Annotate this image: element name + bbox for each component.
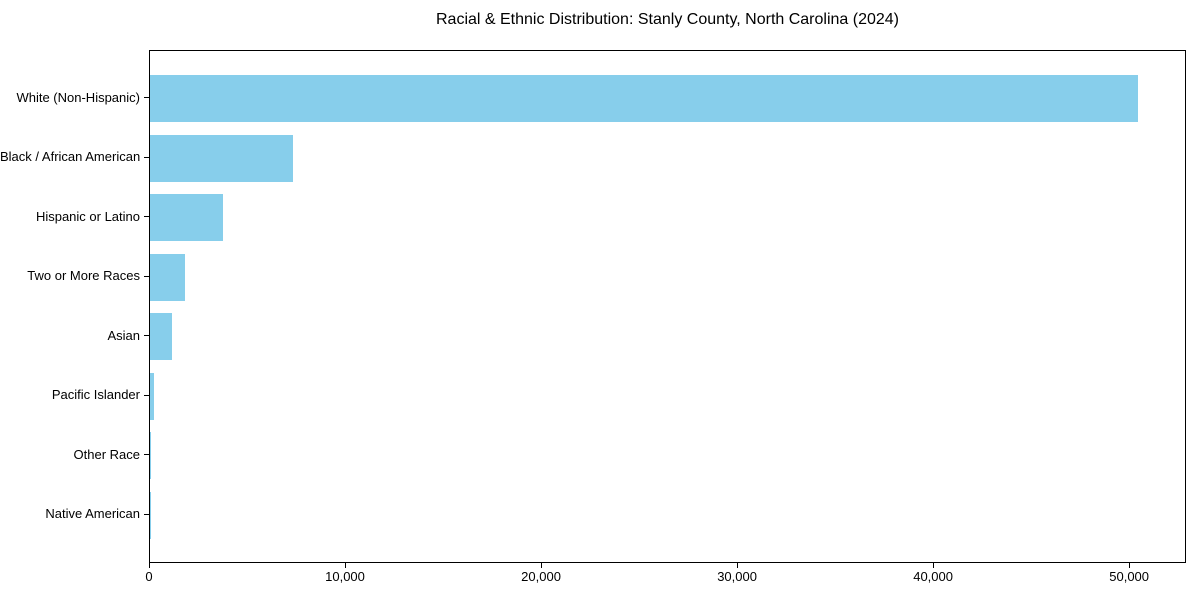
y-tick-label: Native American	[45, 506, 140, 522]
x-tick-label: 10,000	[325, 569, 365, 584]
x-tick-label: 20,000	[521, 569, 561, 584]
y-tick-mark	[144, 513, 149, 515]
x-tick-label: 50,000	[1109, 569, 1150, 584]
y-tick-label: Asian	[107, 327, 140, 343]
y-tick-label: Hispanic or Latino	[35, 208, 140, 224]
x-tick-label: 30,000	[717, 569, 757, 584]
x-tick-mark	[1128, 563, 1130, 568]
y-tick-label: Pacific Islander	[51, 387, 140, 403]
x-tick-mark	[736, 563, 738, 568]
plot-area	[149, 50, 1186, 563]
x-tick-mark	[932, 563, 934, 568]
y-tick-mark	[144, 335, 149, 337]
bar-pacific-islander	[150, 372, 154, 420]
y-tick-mark	[144, 216, 149, 218]
y-tick-label: Black / African American	[0, 149, 141, 165]
x-tick-mark	[344, 563, 346, 568]
bar-asian	[150, 313, 173, 361]
x-tick-label: 40,000	[913, 569, 953, 584]
y-tick-mark	[144, 454, 149, 456]
x-tick-label: 0	[145, 569, 153, 584]
y-tick-label: Other Race	[73, 446, 140, 462]
y-tick-mark	[144, 97, 149, 98]
chart-title: Racial & Ethnic Distribution: Stanly Cou…	[435, 11, 900, 28]
y-tick-label: Two or More Races	[27, 268, 140, 284]
x-tick-mark	[540, 563, 542, 568]
y-tick-label: White (Non-Hispanic)	[16, 89, 140, 105]
y-tick-mark	[144, 156, 149, 158]
bar-white-non-hispanic-	[150, 75, 1138, 122]
bar-other-race	[150, 432, 152, 480]
bar-two-or-more-races	[150, 253, 186, 301]
bar-hispanic-or-latino	[150, 194, 223, 242]
x-tick-mark	[148, 563, 150, 568]
y-tick-mark	[144, 394, 149, 396]
y-tick-mark	[144, 275, 149, 277]
bar-black-african-american	[150, 134, 294, 182]
